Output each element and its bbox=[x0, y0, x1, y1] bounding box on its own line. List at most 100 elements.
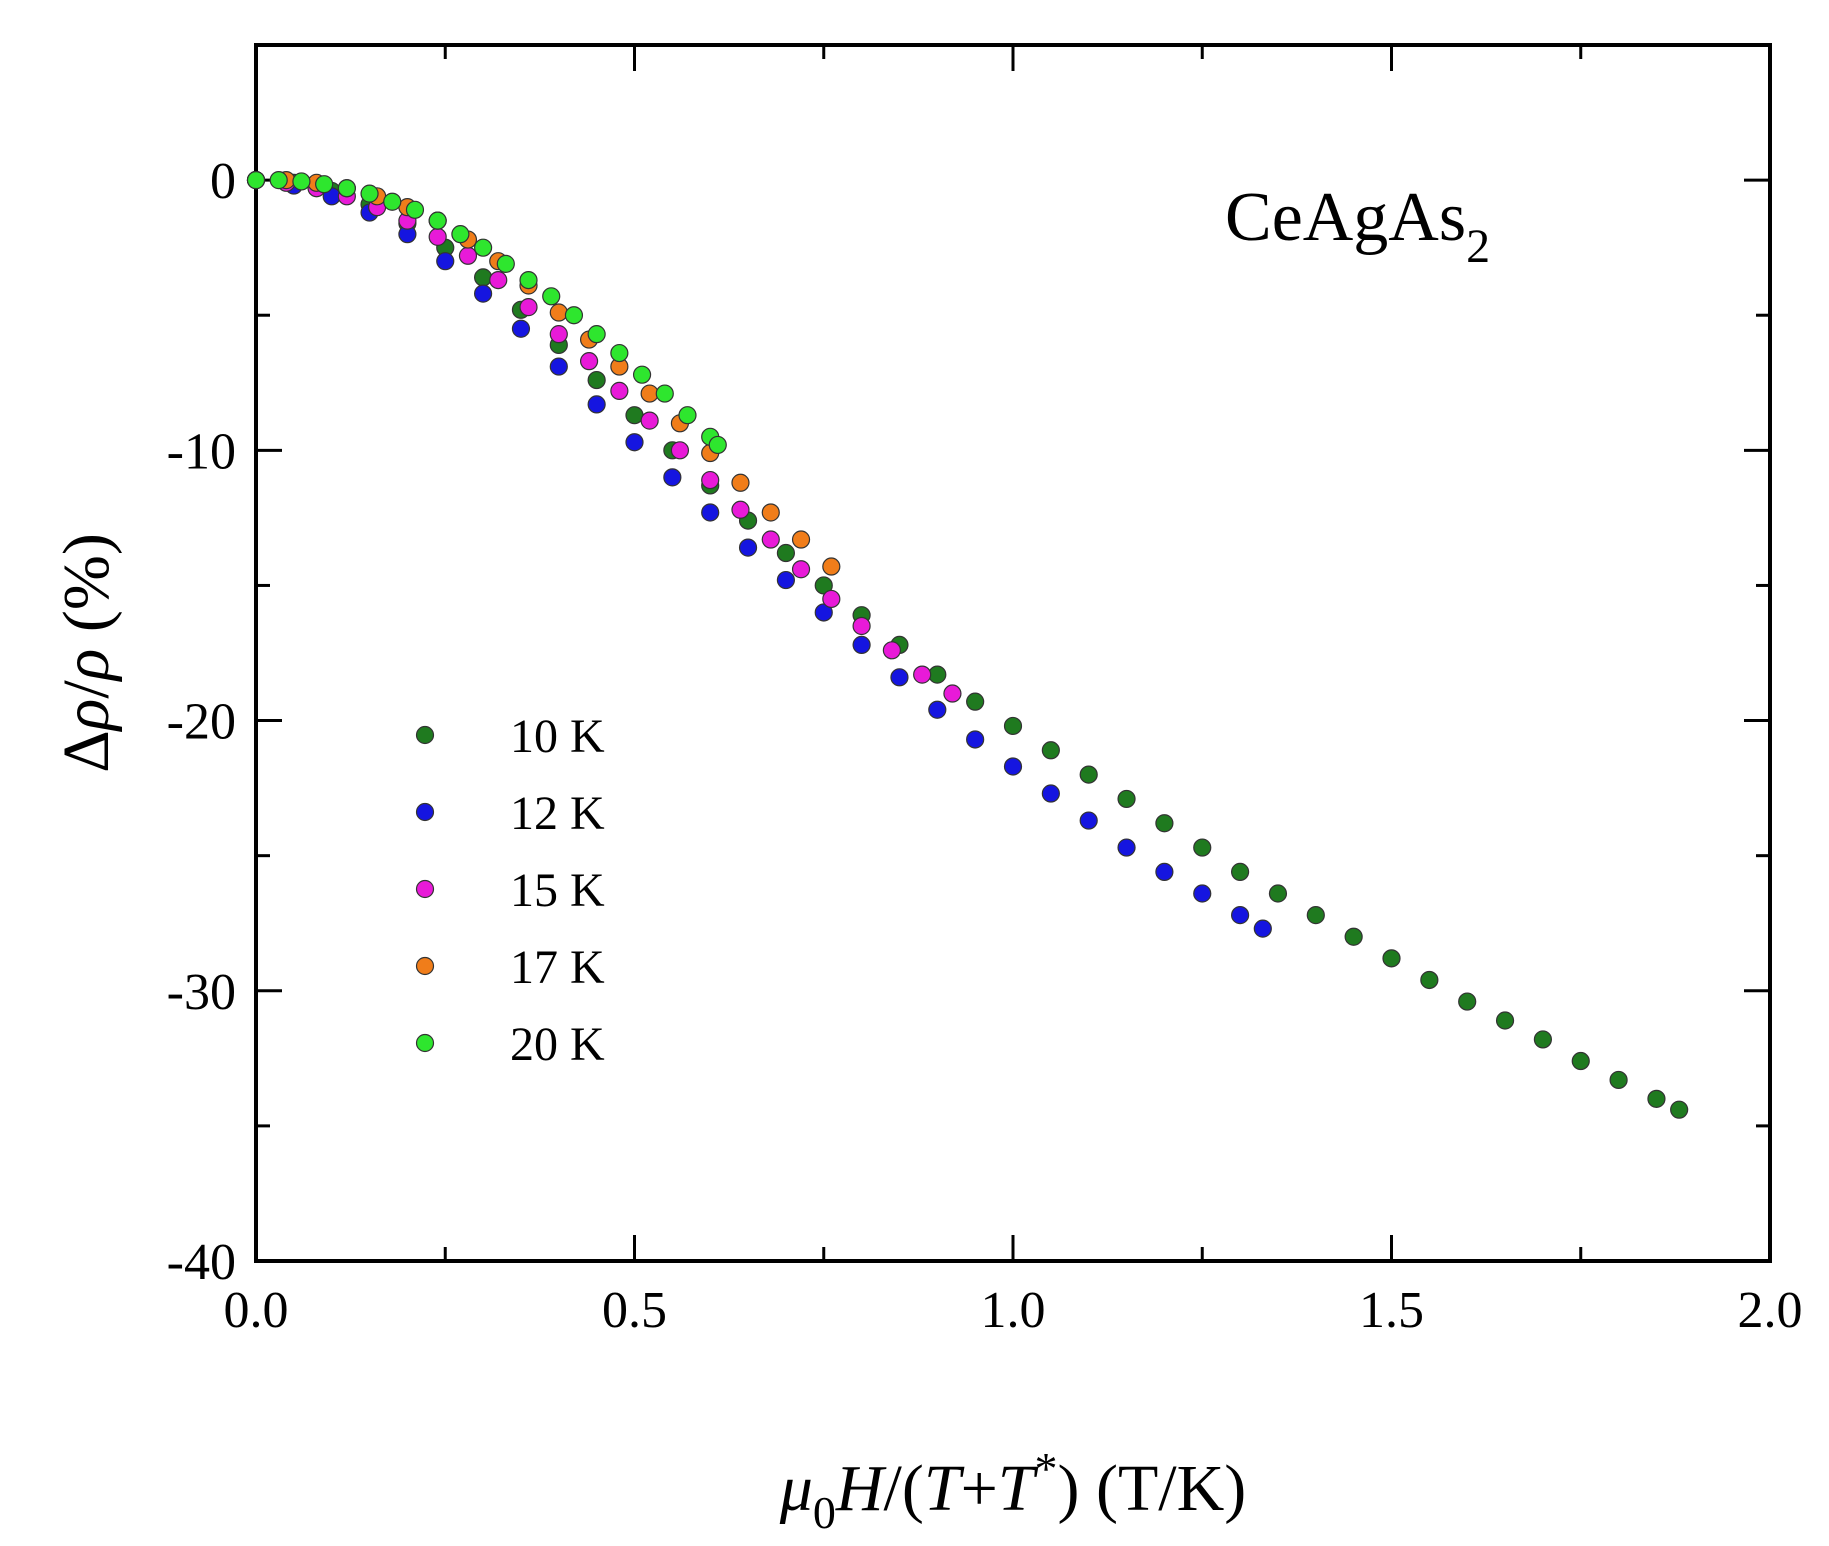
data-point bbox=[761, 530, 780, 549]
data-point bbox=[428, 227, 447, 246]
xlabel-sub0: 0 bbox=[813, 1487, 836, 1538]
data-point bbox=[731, 473, 750, 492]
xlabel-star: * bbox=[1035, 1443, 1058, 1494]
data-point bbox=[776, 543, 796, 563]
data-point bbox=[943, 684, 962, 703]
data-point bbox=[587, 370, 606, 390]
legend-label: 15 K bbox=[510, 864, 605, 917]
xlabel-T: T bbox=[924, 1452, 965, 1525]
data-point bbox=[542, 287, 561, 306]
data-points bbox=[246, 171, 1689, 1119]
data-point bbox=[731, 500, 750, 519]
data-point bbox=[610, 381, 629, 400]
data-point bbox=[549, 303, 568, 322]
data-point bbox=[489, 270, 508, 290]
data-point bbox=[701, 503, 720, 522]
data-point bbox=[966, 692, 985, 711]
data-point bbox=[579, 352, 599, 371]
y-tick-label: 0 bbox=[210, 153, 236, 210]
data-point bbox=[640, 384, 659, 403]
data-point bbox=[564, 306, 584, 325]
data-point bbox=[587, 325, 606, 344]
series-20k bbox=[246, 171, 727, 455]
legend-label: 17 K bbox=[510, 941, 605, 994]
data-point bbox=[519, 270, 538, 290]
data-point bbox=[1609, 1070, 1628, 1090]
xlabel-T2: T bbox=[998, 1452, 1039, 1525]
legend-marker bbox=[415, 1033, 435, 1053]
x-tick-label: 0.5 bbox=[602, 1282, 667, 1339]
data-point bbox=[383, 192, 402, 211]
data-point bbox=[822, 589, 841, 609]
legend-label: 20 K bbox=[510, 1018, 605, 1071]
data-point bbox=[738, 538, 758, 557]
x-tick-label: 2.0 bbox=[1738, 1282, 1803, 1339]
data-point bbox=[1193, 838, 1212, 857]
data-point bbox=[852, 635, 871, 654]
data-point bbox=[1344, 927, 1363, 946]
data-point bbox=[663, 468, 682, 487]
ylabel-slash: / bbox=[50, 680, 123, 699]
legend-marker bbox=[415, 879, 435, 899]
y-tick-label: -40 bbox=[167, 1234, 236, 1291]
data-point bbox=[913, 665, 932, 684]
data-point bbox=[1193, 884, 1212, 903]
legend-label: 12 K bbox=[510, 787, 605, 840]
data-point bbox=[1079, 765, 1098, 784]
legend-marker bbox=[415, 956, 435, 976]
data-point bbox=[474, 238, 493, 257]
data-point bbox=[655, 384, 674, 403]
data-point bbox=[1253, 919, 1272, 938]
legend-marker bbox=[415, 802, 435, 822]
data-point bbox=[1268, 884, 1288, 903]
data-point bbox=[1533, 1030, 1553, 1049]
data-point bbox=[791, 530, 811, 549]
ylabel-unit: (%) bbox=[50, 533, 123, 648]
data-point bbox=[549, 357, 568, 376]
data-point bbox=[1041, 784, 1060, 803]
data-point bbox=[625, 406, 644, 425]
data-point bbox=[928, 665, 947, 684]
data-point bbox=[337, 179, 356, 198]
data-point bbox=[776, 570, 796, 590]
data-point bbox=[474, 268, 493, 287]
data-point bbox=[701, 470, 720, 490]
data-point bbox=[610, 343, 629, 363]
data-point bbox=[1041, 741, 1060, 760]
chart-annotation: CeAgAs2 bbox=[1225, 179, 1490, 273]
data-point bbox=[640, 411, 659, 430]
data-point bbox=[1230, 906, 1250, 925]
y-tick-labels: 0 -10 -20 -30 -40 bbox=[167, 153, 236, 1291]
xlabel-rest1: /( bbox=[884, 1452, 924, 1525]
data-point bbox=[1230, 862, 1250, 881]
annotation-subscript: 2 bbox=[1466, 220, 1490, 273]
data-point bbox=[708, 435, 727, 455]
y-axis-title: Δρ/ρ (%) bbox=[50, 533, 123, 773]
data-point bbox=[632, 365, 652, 384]
y-tick-label: -20 bbox=[167, 694, 236, 751]
data-point bbox=[761, 503, 780, 522]
data-point bbox=[519, 298, 538, 317]
series-10k bbox=[246, 171, 1689, 1119]
data-point bbox=[1647, 1089, 1666, 1108]
data-point bbox=[246, 171, 266, 190]
x-tick-label: 0.0 bbox=[224, 1282, 289, 1339]
data-point bbox=[496, 254, 515, 273]
data-point bbox=[315, 175, 334, 194]
data-point bbox=[1003, 716, 1023, 736]
data-point bbox=[822, 557, 841, 576]
legend-label: 10 K bbox=[510, 710, 605, 763]
data-point bbox=[890, 668, 909, 687]
data-point bbox=[928, 700, 947, 719]
data-point bbox=[451, 225, 470, 244]
data-point bbox=[269, 171, 288, 190]
data-point bbox=[474, 284, 493, 303]
data-point bbox=[791, 560, 811, 579]
legend: 10 K 12 K 15 K 17 K 20 K bbox=[415, 710, 605, 1071]
data-point bbox=[1420, 970, 1439, 990]
data-point bbox=[549, 325, 568, 344]
data-point bbox=[511, 319, 531, 338]
annotation-main: CeAgAs bbox=[1225, 179, 1466, 256]
legend-marker bbox=[415, 725, 435, 745]
